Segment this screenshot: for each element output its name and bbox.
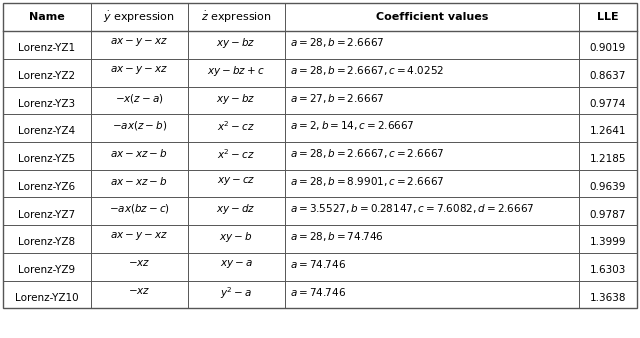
- Text: $ax-y-xz$: $ax-y-xz$: [110, 64, 168, 76]
- Text: $-x(z-a)$: $-x(z-a)$: [115, 92, 163, 104]
- Text: 0.8637: 0.8637: [590, 71, 626, 81]
- Text: 1.6303: 1.6303: [590, 265, 626, 275]
- Text: $y^2-a$: $y^2-a$: [220, 286, 252, 301]
- Text: $xy-bz$: $xy-bz$: [216, 92, 256, 105]
- Text: 1.2185: 1.2185: [589, 154, 626, 164]
- Text: $x^2-cz$: $x^2-cz$: [217, 119, 255, 133]
- Text: Lorenz-YZ7: Lorenz-YZ7: [19, 210, 76, 220]
- Text: $ax-y-xz$: $ax-y-xz$: [110, 36, 168, 48]
- Text: $ax-xz-b$: $ax-xz-b$: [110, 147, 168, 159]
- Text: $-ax(z-b)$: $-ax(z-b)$: [111, 119, 166, 132]
- Text: $a=28, b=8.9901, c=2.6667$: $a=28, b=8.9901, c=2.6667$: [290, 175, 444, 188]
- Text: $\dot{y}$ expression: $\dot{y}$ expression: [103, 9, 175, 25]
- Text: $\dot{z}$ expression: $\dot{z}$ expression: [200, 9, 271, 25]
- Text: $a=28, b=74.746$: $a=28, b=74.746$: [290, 230, 383, 243]
- Text: 1.2641: 1.2641: [589, 126, 626, 137]
- Text: $-ax(bz-c)$: $-ax(bz-c)$: [109, 202, 170, 215]
- Text: $a=27, b=2.6667$: $a=27, b=2.6667$: [290, 92, 384, 104]
- Text: Lorenz-YZ6: Lorenz-YZ6: [19, 182, 76, 192]
- Text: $-xz$: $-xz$: [128, 258, 150, 268]
- Text: 0.9774: 0.9774: [590, 99, 626, 109]
- Text: $a=74.746$: $a=74.746$: [290, 286, 346, 297]
- Text: $a=28, b=2.6667$: $a=28, b=2.6667$: [290, 36, 384, 49]
- Text: 0.9019: 0.9019: [590, 43, 626, 53]
- Text: 0.9639: 0.9639: [590, 182, 626, 192]
- Text: LLE: LLE: [597, 12, 619, 22]
- Text: $ax-xz-b$: $ax-xz-b$: [110, 175, 168, 187]
- Text: Lorenz-YZ8: Lorenz-YZ8: [19, 237, 76, 247]
- Text: $ax-y-xz$: $ax-y-xz$: [110, 230, 168, 242]
- Text: $xy-bz+c$: $xy-bz+c$: [207, 64, 265, 78]
- Text: Lorenz-YZ4: Lorenz-YZ4: [19, 126, 76, 137]
- Text: $xy-dz$: $xy-dz$: [216, 202, 256, 216]
- Text: 0.9787: 0.9787: [590, 210, 626, 220]
- Text: Lorenz-YZ3: Lorenz-YZ3: [19, 99, 76, 109]
- Text: $a=28, b=2.6667, c=4.0252$: $a=28, b=2.6667, c=4.0252$: [290, 64, 444, 77]
- Text: $a=3.5527, b=0.28147, c=7.6082, d=2.6667$: $a=3.5527, b=0.28147, c=7.6082, d=2.6667…: [290, 202, 534, 215]
- Text: Coefficient values: Coefficient values: [376, 12, 488, 22]
- Text: Name: Name: [29, 12, 65, 22]
- Text: Lorenz-YZ9: Lorenz-YZ9: [19, 265, 76, 275]
- Text: 1.3638: 1.3638: [589, 293, 626, 303]
- Text: $a=28, b=2.6667, c=2.6667$: $a=28, b=2.6667, c=2.6667$: [290, 147, 444, 160]
- Text: $-xz$: $-xz$: [128, 286, 150, 295]
- Text: $a=74.746$: $a=74.746$: [290, 258, 346, 270]
- Text: $a=2, b=14, c=2.6667$: $a=2, b=14, c=2.6667$: [290, 119, 414, 132]
- Text: Lorenz-YZ10: Lorenz-YZ10: [15, 293, 79, 303]
- Text: $xy-cz$: $xy-cz$: [217, 175, 255, 187]
- Text: $xy-bz$: $xy-bz$: [216, 36, 256, 50]
- Text: Lorenz-YZ5: Lorenz-YZ5: [19, 154, 76, 164]
- Text: $x^2-cz$: $x^2-cz$: [217, 147, 255, 161]
- Text: Lorenz-YZ2: Lorenz-YZ2: [19, 71, 76, 81]
- Text: $xy-b$: $xy-b$: [220, 230, 253, 244]
- Text: Lorenz-YZ1: Lorenz-YZ1: [19, 43, 76, 53]
- Text: 1.3999: 1.3999: [589, 237, 626, 247]
- Text: $xy-a$: $xy-a$: [220, 258, 253, 270]
